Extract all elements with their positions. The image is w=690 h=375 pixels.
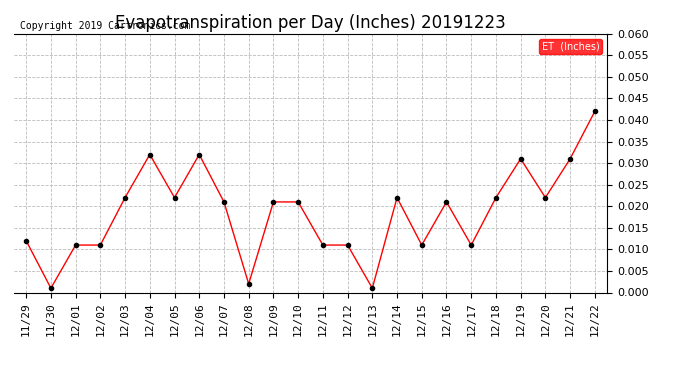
Legend: ET  (Inches): ET (Inches) <box>539 39 602 54</box>
Title: Evapotranspiration per Day (Inches) 20191223: Evapotranspiration per Day (Inches) 2019… <box>115 14 506 32</box>
Text: Copyright 2019 Cartronics.com: Copyright 2019 Cartronics.com <box>20 21 190 31</box>
